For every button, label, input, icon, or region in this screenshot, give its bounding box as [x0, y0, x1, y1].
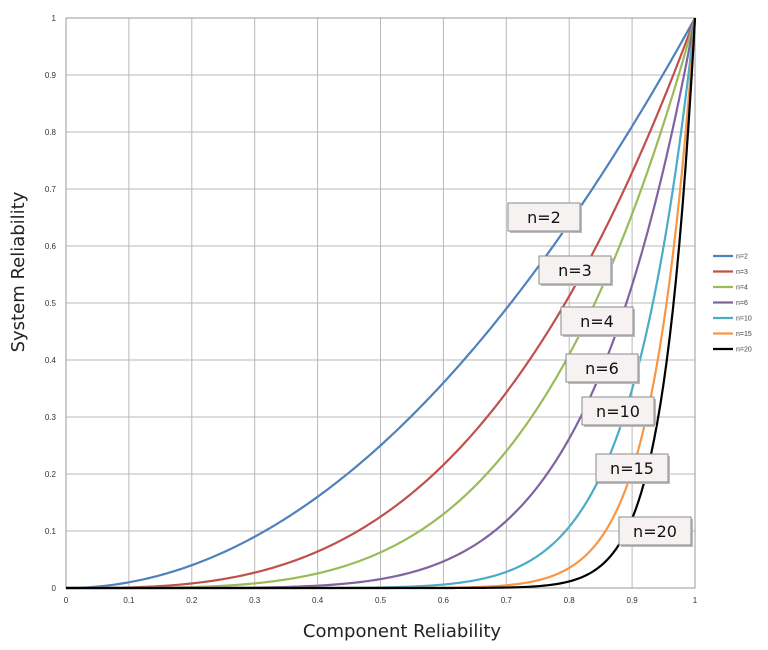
legend-item-n=20: n=20: [713, 347, 752, 354]
legend-label: n=2: [736, 254, 748, 261]
callout-label: n=6: [585, 359, 619, 378]
callout-box: [618, 516, 692, 546]
y-tick-label: 0.1: [45, 527, 57, 536]
y-tick-label: 0.4: [45, 356, 57, 365]
callout-n=3: n=3: [538, 255, 613, 286]
y-tick-labels: 0 0.1 0.2 0.3 0.4 0.5 0.6 0.7 0.8 0.9 1: [45, 14, 57, 593]
callout-label: n=10: [596, 402, 640, 421]
legend-label: n=3: [736, 269, 748, 276]
y-tick-label: 0: [52, 584, 57, 593]
legend-label: n=10: [736, 316, 752, 323]
series-line-n=2: [65, 17, 696, 590]
callout-n=2: n=2: [507, 202, 582, 233]
x-tick-label: 0.3: [249, 596, 261, 605]
callout-n=6: n=6: [565, 353, 640, 384]
x-tick-label: 0.6: [438, 596, 450, 605]
x-tick-label: 0.8: [564, 596, 576, 605]
callout-n=10: n=10: [581, 396, 656, 427]
callout-box: [538, 255, 612, 285]
callout-n=15: n=15: [595, 453, 670, 484]
series-line-n=20: [66, 17, 697, 590]
x-tick-label: 0.2: [186, 596, 198, 605]
legend-label: n=4: [736, 285, 748, 292]
callout-box: [565, 353, 639, 383]
x-tick-label: 0.9: [627, 596, 639, 605]
legend-item-n=2: n=2: [713, 254, 748, 261]
callout-box: [507, 202, 581, 232]
y-tick-label: 0.2: [45, 470, 57, 479]
callout-n=20: n=20: [618, 516, 693, 547]
grid: [65, 17, 696, 589]
x-tick-label: 0.4: [312, 596, 324, 605]
legend-item-n=3: n=3: [713, 269, 748, 276]
x-axis-title: Component Reliability: [303, 621, 502, 642]
legend-item-n=15: n=15: [713, 331, 752, 338]
legend-item-n=10: n=10: [713, 316, 752, 323]
callout-box: [581, 396, 655, 426]
x-tick-labels: 0 0.1 0.2 0.3 0.4 0.5 0.6 0.7 0.8 0.9 1: [64, 596, 698, 605]
legend: n=2 n=3 n=4 n=6 n=10 n=15 n=20: [713, 254, 752, 354]
legend-label: n=20: [736, 347, 752, 354]
callout-box: [595, 453, 669, 483]
x-tick-label: 0.7: [501, 596, 513, 605]
y-tick-label: 1: [52, 14, 57, 23]
x-tick-label: 0: [64, 596, 69, 605]
callout-n=4: n=4: [560, 306, 635, 337]
callout-label: n=2: [527, 208, 561, 227]
y-tick-label: 0.5: [45, 299, 57, 308]
legend-label: n=6: [736, 300, 748, 307]
y-tick-label: 0.9: [45, 71, 57, 80]
callout-label: n=15: [610, 459, 654, 478]
callout-label: n=3: [558, 261, 592, 280]
legend-item-n=4: n=4: [713, 285, 748, 292]
legend-label: n=15: [736, 331, 752, 338]
y-tick-label: 0.7: [45, 185, 57, 194]
y-axis-title: System Reliability: [8, 191, 29, 352]
x-tick-label: 0.5: [375, 596, 387, 605]
callout-box: [560, 306, 634, 336]
y-tick-label: 0.8: [45, 128, 57, 137]
callout-label: n=20: [633, 522, 677, 541]
y-tick-label: 0.3: [45, 413, 57, 422]
y-tick-label: 0.6: [45, 242, 57, 251]
callouts: n=2 n=3 n=4 n=6 n=10 n=15 n=20: [507, 202, 693, 547]
callout-label: n=4: [580, 312, 614, 331]
x-tick-label: 0.1: [123, 596, 135, 605]
legend-item-n=6: n=6: [713, 300, 748, 307]
x-tick-label: 1: [693, 596, 698, 605]
